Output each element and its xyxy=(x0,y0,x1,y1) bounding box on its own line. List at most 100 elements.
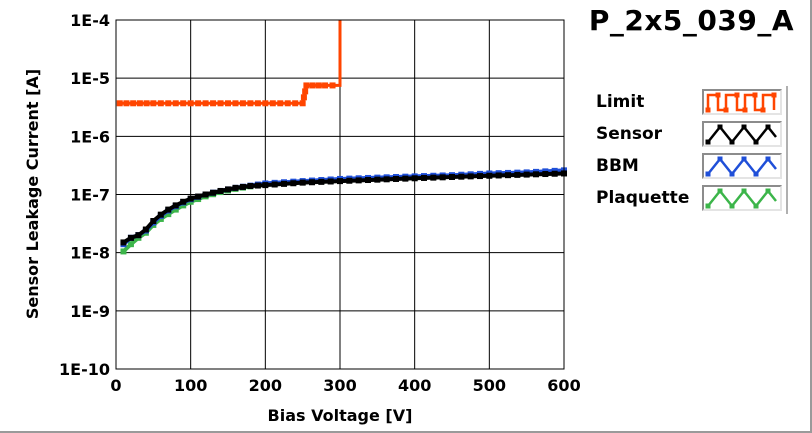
legend-marker xyxy=(705,171,711,177)
x-tick-label: 200 xyxy=(249,376,282,395)
legend-swatch-sensor[interactable] xyxy=(702,121,782,147)
data-point xyxy=(365,177,371,184)
data-point xyxy=(150,100,157,107)
data-point xyxy=(290,180,297,187)
legend-marker xyxy=(765,124,771,130)
legend-marker xyxy=(729,139,735,145)
legend-item-limit[interactable]: Limit xyxy=(588,86,786,118)
data-point xyxy=(172,202,179,209)
legend-marker xyxy=(717,188,723,194)
legend-marker xyxy=(742,107,748,113)
data-point xyxy=(421,174,427,181)
data-point xyxy=(202,191,209,198)
legend-label-limit: Limit xyxy=(596,92,645,112)
data-point xyxy=(127,241,134,248)
legend-marker xyxy=(741,188,747,194)
data-point xyxy=(217,100,224,107)
data-point xyxy=(120,239,127,246)
legend-swatch-bbm[interactable] xyxy=(702,153,782,179)
data-point xyxy=(157,100,164,107)
data-point xyxy=(123,100,130,107)
y-tick-label: 1E-7 xyxy=(70,186,110,205)
legend-swatch-plaquette[interactable] xyxy=(702,185,782,211)
legend-item-bbm[interactable]: BBM xyxy=(588,150,786,182)
data-point xyxy=(337,178,343,185)
series-sensor xyxy=(120,170,567,246)
data-point xyxy=(254,182,261,189)
data-point xyxy=(477,173,483,180)
legend-marker xyxy=(705,107,711,113)
legend-marker xyxy=(723,107,729,113)
x-tick-labels: 0 100 200 300 400 500 600 xyxy=(110,376,580,395)
data-point xyxy=(322,82,329,89)
data-point xyxy=(180,100,187,107)
data-point xyxy=(247,100,254,107)
y-tick-label: 1E-8 xyxy=(70,244,110,263)
data-point xyxy=(327,178,334,185)
data-point xyxy=(309,82,316,89)
legend-item-plaquette[interactable]: Plaquette xyxy=(588,182,786,214)
data-point xyxy=(346,177,353,184)
data-point xyxy=(299,179,306,186)
legend-marker xyxy=(734,92,740,98)
data-point xyxy=(269,100,276,107)
x-tick-label: 300 xyxy=(323,376,356,395)
data-point xyxy=(486,172,493,179)
x-tick-label: 0 xyxy=(110,376,121,395)
y-tick-labels: 1E-10 1E-9 1E-8 1E-7 1E-6 1E-5 1E-4 xyxy=(59,11,110,379)
data-point xyxy=(165,206,172,213)
data-point xyxy=(210,100,217,107)
data-point xyxy=(142,226,149,233)
data-point xyxy=(136,100,143,107)
data-point xyxy=(402,175,409,182)
legend-marker xyxy=(729,203,735,209)
data-point xyxy=(449,173,455,180)
legend-item-sensor[interactable]: Sensor xyxy=(588,118,786,150)
series-limit xyxy=(116,20,342,107)
data-point xyxy=(135,232,142,239)
plot-frame xyxy=(115,19,565,370)
data-point xyxy=(430,174,437,181)
legend-label-bbm: BBM xyxy=(596,156,639,176)
data-point xyxy=(225,100,231,107)
legend-marker xyxy=(752,92,758,98)
data-point xyxy=(299,100,306,107)
data-point xyxy=(284,100,291,107)
data-point xyxy=(542,171,549,178)
data-point xyxy=(281,180,287,187)
legend-marker xyxy=(741,156,747,162)
data-point xyxy=(143,100,150,107)
data-point xyxy=(383,176,390,183)
data-point xyxy=(523,171,530,178)
data-point xyxy=(157,215,164,222)
data-point xyxy=(300,94,307,101)
data-point xyxy=(302,88,309,95)
data-point xyxy=(232,184,239,191)
x-tick-label: 100 xyxy=(174,376,207,395)
data-point xyxy=(467,173,474,180)
data-point xyxy=(271,181,278,188)
data-point xyxy=(303,82,310,89)
legend-marker xyxy=(717,124,723,130)
data-point xyxy=(172,206,179,213)
data-point xyxy=(157,211,164,218)
data-point xyxy=(247,183,254,190)
x-tick-label: 400 xyxy=(398,376,431,395)
legend-label-sensor: Sensor xyxy=(596,124,663,144)
data-point xyxy=(292,100,299,107)
data-point xyxy=(225,186,231,193)
legend-marker xyxy=(705,139,711,145)
data-point xyxy=(239,100,246,107)
data-point xyxy=(318,178,325,185)
data-point xyxy=(165,100,172,107)
data-point xyxy=(232,100,239,107)
y-axis-label: Sensor Leakage Current [A] xyxy=(23,69,42,319)
y-tick-label: 1E-4 xyxy=(70,11,110,30)
data-point xyxy=(116,100,123,107)
legend-swatch-limit[interactable] xyxy=(702,89,782,115)
legend-label-plaquette: Plaquette xyxy=(596,188,690,208)
data-point xyxy=(309,179,315,186)
legend-marker xyxy=(717,156,723,162)
data-point xyxy=(195,193,202,200)
